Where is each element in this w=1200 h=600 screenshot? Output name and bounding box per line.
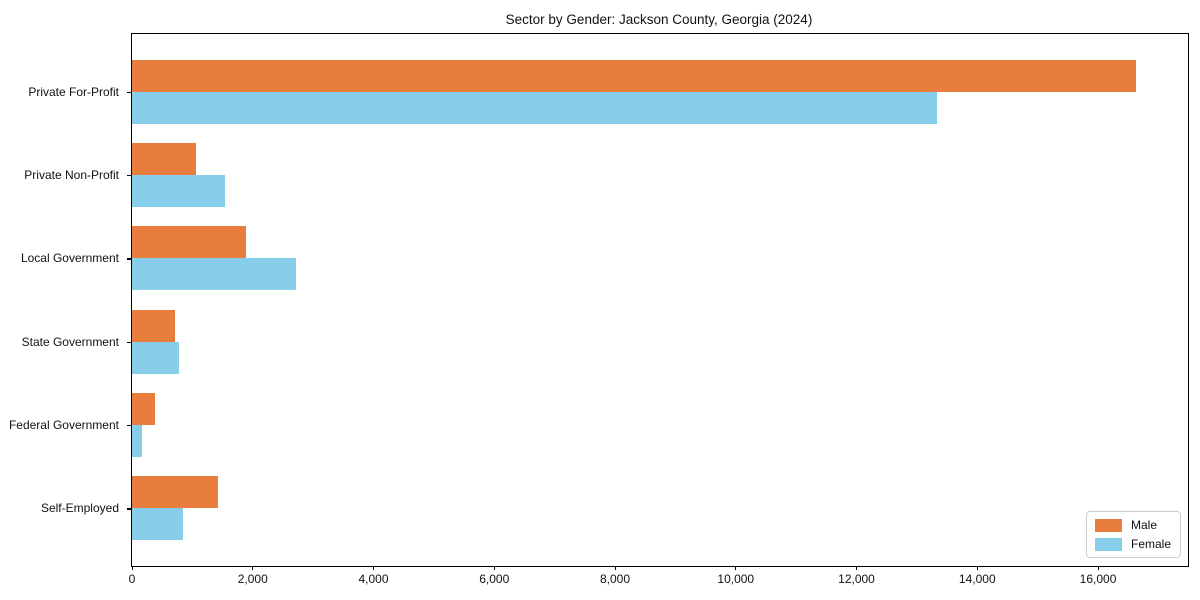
y-axis-label: Self-Employed: [40, 501, 119, 516]
x-tick-mark: [252, 566, 254, 570]
x-tick-label: 12,000: [838, 572, 875, 586]
bar-female-2: [132, 175, 225, 207]
x-tick-mark: [493, 566, 495, 570]
plot-area: Male Female: [131, 33, 1189, 567]
x-tick-label: 10,000: [717, 572, 755, 586]
x-tick-label: 14,000: [958, 572, 996, 586]
x-tick-mark: [373, 566, 375, 570]
legend-swatch-female: [1094, 537, 1122, 551]
y-axis-label: State Government: [21, 334, 119, 349]
bar-female-6: [132, 508, 184, 541]
x-tick-mark: [735, 566, 737, 570]
x-tick-label: 4,000: [358, 572, 389, 586]
legend: Male Female: [1085, 511, 1181, 558]
y-tick-mark: [127, 341, 131, 343]
bar-male-6: [132, 476, 218, 509]
bar-male-2: [132, 143, 196, 175]
x-tick-label: 6,000: [479, 572, 510, 586]
y-tick-mark: [127, 508, 131, 510]
y-tick-mark: [127, 175, 131, 177]
x-tick-mark: [131, 566, 133, 570]
x-tick-label: 2,000: [237, 572, 268, 586]
bar-female-3: [132, 258, 297, 291]
bar-male-1: [132, 59, 1137, 92]
chart-title: Sector by Gender: Jackson County, Georgi…: [505, 12, 813, 27]
x-tick-mark: [614, 566, 616, 570]
x-tick-label: 16,000: [1079, 572, 1117, 586]
y-tick-mark: [127, 425, 131, 427]
legend-label: Female: [1130, 537, 1171, 551]
legend-item-female: Female: [1094, 537, 1171, 551]
bar-female-1: [132, 91, 937, 124]
x-tick-mark: [1097, 566, 1099, 570]
bar-male-5: [132, 393, 155, 425]
y-axis-label: Local Government: [20, 251, 119, 266]
bar-male-3: [132, 226, 247, 259]
y-tick-mark: [127, 91, 131, 93]
legend-item-male: Male: [1094, 518, 1171, 532]
legend-label: Male: [1130, 518, 1157, 532]
x-tick-label: 8,000: [600, 572, 631, 586]
y-axis-label: Private For-Profit: [28, 84, 119, 99]
x-tick-label: 0: [128, 572, 136, 586]
bar-female-4: [132, 341, 180, 374]
legend-swatch-male: [1094, 518, 1122, 532]
bar-female-5: [132, 425, 143, 457]
y-axis-label: Federal Government: [8, 418, 119, 432]
y-tick-mark: [127, 258, 131, 260]
y-axis-label: Private Non-Profit: [24, 168, 119, 182]
x-tick-mark: [856, 566, 858, 570]
bar-male-4: [132, 309, 175, 342]
x-tick-mark: [976, 566, 978, 570]
